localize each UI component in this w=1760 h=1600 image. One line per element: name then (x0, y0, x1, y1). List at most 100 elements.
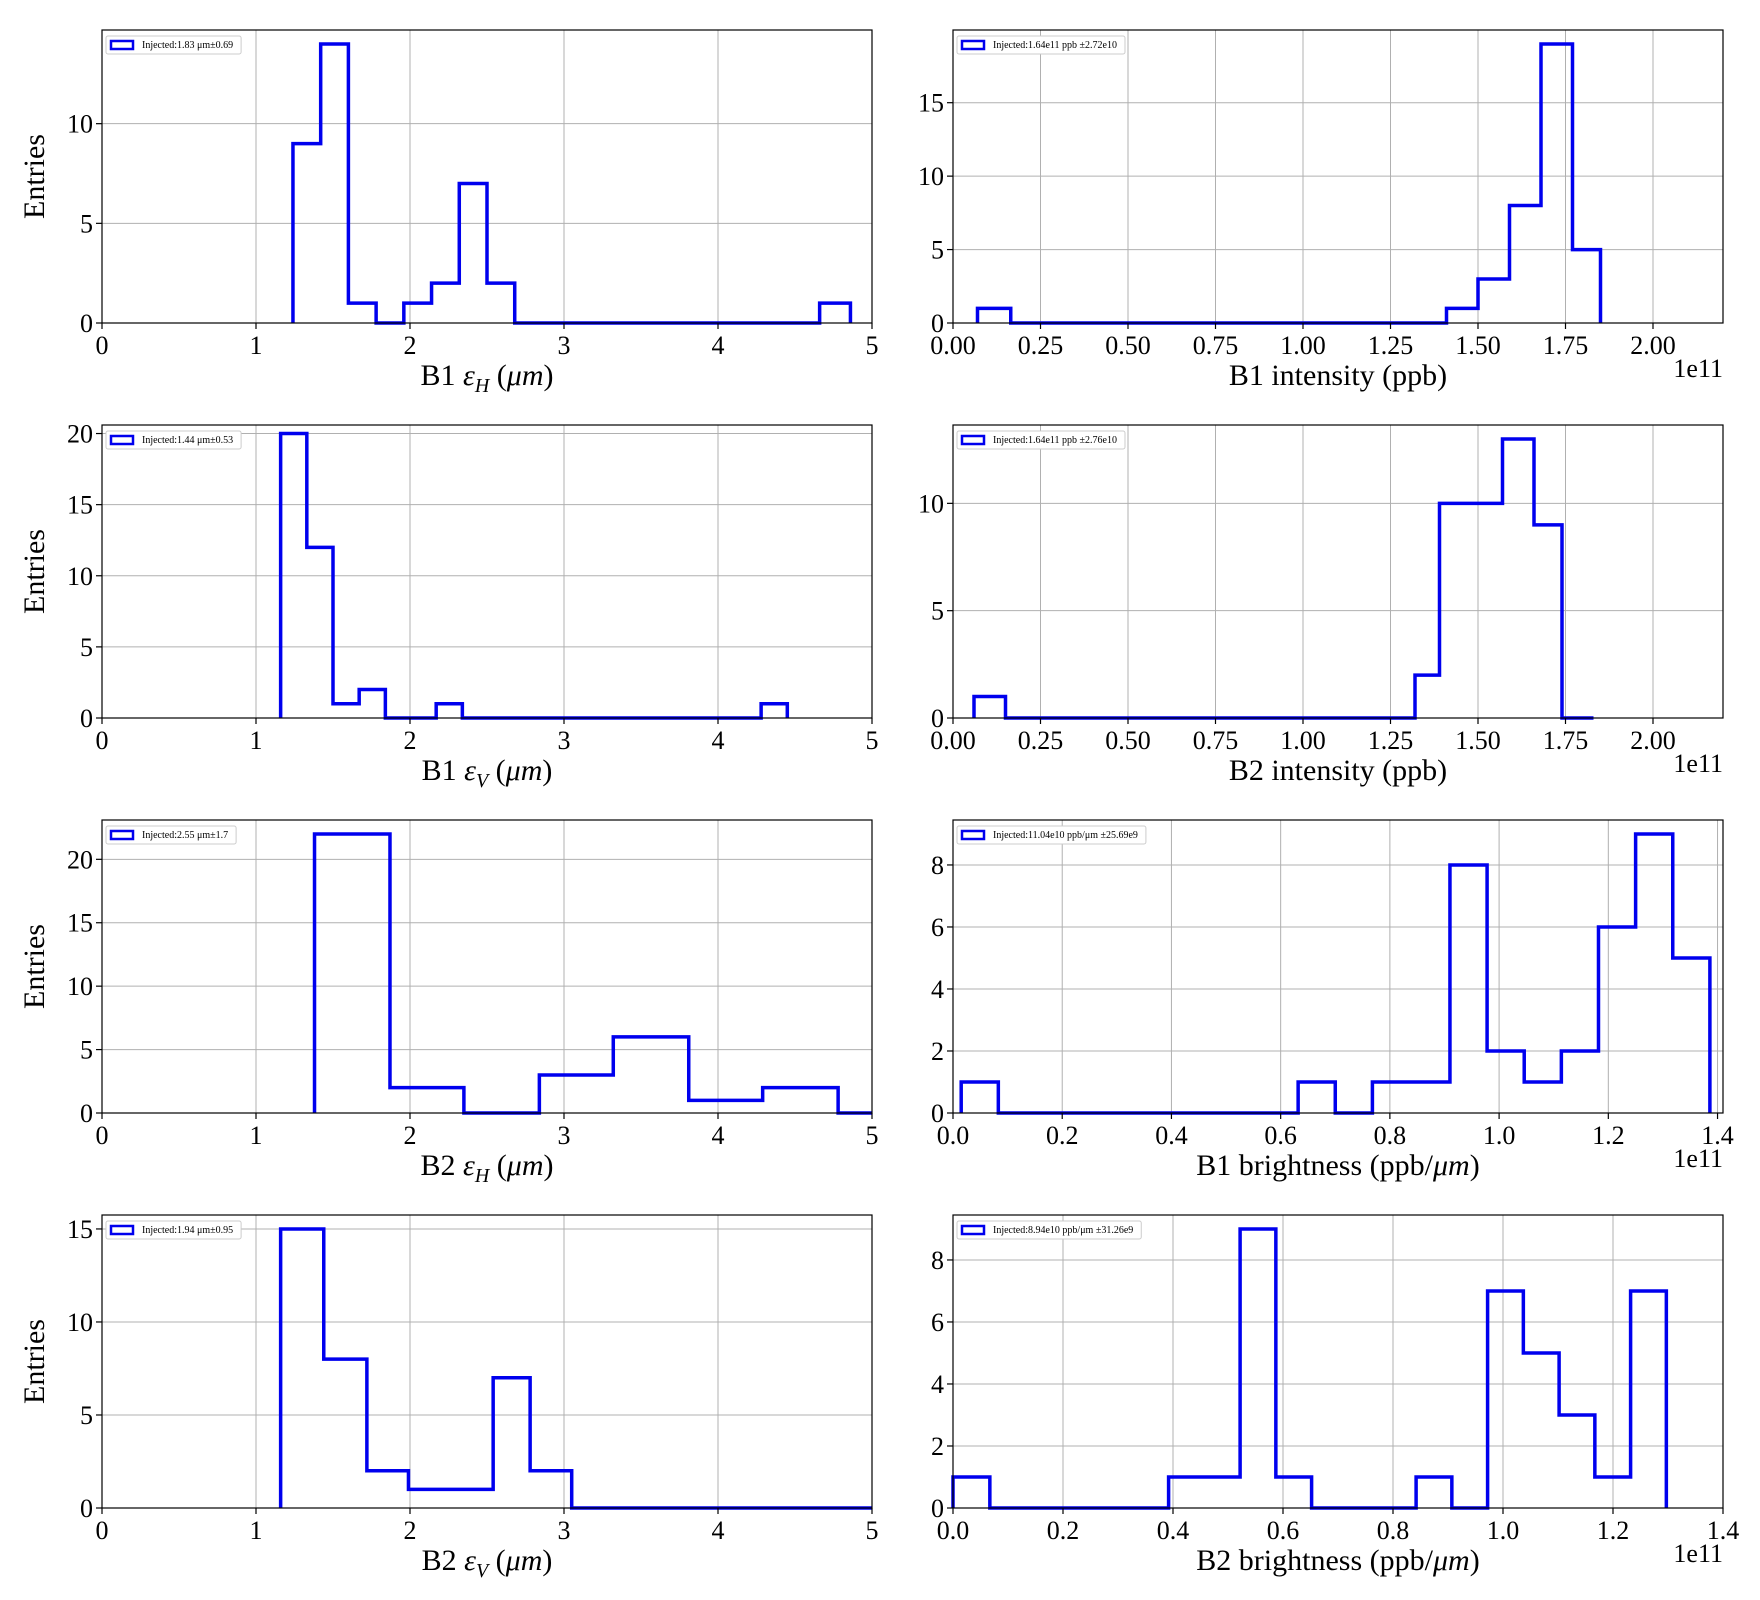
chart-8-plot-frame (952, 1214, 1724, 1509)
chart-4-legend-label: Injected:1.64e11 ppb ±2.76e10 (993, 435, 1117, 446)
chart-8-xlabel: B2 brightness (ppb/μm) (1196, 1544, 1479, 1577)
chart-1-xlabel-text: B1 (420, 359, 463, 392)
chart-3-xtick-label-1: 1 (250, 726, 263, 755)
chart-7-legend: Injected:1.94 μm±0.95 (105, 1220, 242, 1240)
chart-7-legend-box (105, 1220, 242, 1240)
chart-8-ytick-label-4: 8 (931, 1246, 944, 1275)
chart-3-legend-box (105, 430, 242, 450)
chart-6-legend-label: Injected:11.04e10 ppb/μm ±25.69e9 (993, 830, 1138, 841)
chart-4-xtick-label-2: 0.50 (1105, 726, 1151, 755)
chart-1-xtick-label-2: 2 (404, 331, 417, 360)
chart-7-xlabel-unit-symbol: μm (505, 1544, 543, 1577)
chart-5-xtick-label-3: 3 (558, 1121, 571, 1150)
chart-6-ytick-label-2: 4 (931, 975, 944, 1004)
chart-5-xtick-label-4: 4 (712, 1121, 725, 1150)
chart-8-ytick-label-1: 2 (931, 1432, 944, 1461)
chart-6-legend-box (956, 825, 1147, 845)
chart-2-xlabel-text: B1 intensity (ppb) (1229, 359, 1447, 392)
chart-2-xtick-label-2: 0.50 (1105, 331, 1151, 360)
chart-3-ytick-label-3: 15 (67, 491, 93, 520)
chart-3-ytick-label-1: 5 (80, 633, 93, 662)
chart-2-ytick-label-0: 0 (931, 309, 944, 338)
chart-1-xlabel-subscript: H (474, 375, 491, 397)
chart-2: 0.00 0.25 0.50 0.75 1.00 1.25 1.50 1.75 2.00 0 5 10… (918, 29, 1724, 392)
chart-5-xtick-label-5: 5 (866, 1121, 879, 1150)
chart-3-legend-label: Injected:1.44 μm±0.53 (142, 435, 233, 446)
chart-3-xtick-label-0: 0 (96, 726, 109, 755)
chart-3-xlabel-text: B1 (422, 754, 465, 787)
chart-6-legend-swatch (960, 829, 986, 841)
chart-3-ytick-label-4: 20 (67, 420, 93, 449)
chart-1-xtick-label-3: 3 (558, 331, 571, 360)
chart-1-legend-swatch (109, 39, 135, 51)
chart-3-ylabel: Entries (18, 529, 51, 614)
chart-5-xtick-label-2: 2 (404, 1121, 417, 1150)
chart-8-legend: Injected:8.94e10 ppb/μm ±31.26e9 (956, 1220, 1142, 1240)
chart-4-xtick-label-5: 1.25 (1368, 726, 1414, 755)
chart-2-xtick-label-4: 1.00 (1280, 331, 1326, 360)
chart-1-ylabel: Entries (18, 134, 51, 219)
chart-4-xtick-label-1: 0.25 (1018, 726, 1064, 755)
chart-3-xtick-label-2: 2 (404, 726, 417, 755)
chart-2-legend-box (956, 35, 1126, 55)
chart-7-xlabel-unit: (μm) (488, 1544, 552, 1577)
chart-2-xtick-label-8: 2.00 (1630, 331, 1676, 360)
chart-3-legend: Injected:1.44 μm±0.53 (105, 430, 242, 450)
chart-3-xlabel-symbol: ε (464, 754, 476, 787)
chart-4-offset-text: 1e11 (1673, 749, 1723, 778)
chart-4-xlabel: B2 intensity (ppb) (1229, 754, 1447, 787)
chart-2-legend: Injected:1.64e11 ppb ±2.72e10 (956, 35, 1126, 55)
chart-4: 0.00 0.25 0.50 0.75 1.00 1.25 1.50 1.75 2.00 0 5 10… (918, 424, 1724, 787)
chart-5-xlabel-unit: (μm) (489, 1149, 553, 1182)
chart-4-legend-swatch (960, 434, 986, 446)
chart-4-xtick-label-4: 1.00 (1280, 726, 1326, 755)
chart-3-ytick-label-0: 0 (80, 704, 93, 733)
chart-7-xtick-label-0: 0 (96, 1516, 109, 1545)
chart-1-xtick-label-1: 1 (250, 331, 263, 360)
chart-5-histogram-series (312, 832, 872, 1115)
chart-8-xtick-label-5: 1.0 (1487, 1516, 1520, 1545)
chart-5-ytick-label-4: 20 (67, 845, 93, 874)
chart-6-xtick-label-7: 1.4 (1701, 1121, 1734, 1150)
chart-7-ytick-label-1: 5 (80, 1401, 93, 1430)
chart-6-ytick-label-1: 2 (931, 1037, 944, 1066)
chart-2-legend-label: Injected:1.64e11 ppb ±2.72e10 (993, 40, 1117, 51)
chart-1-xtick-label-4: 4 (712, 331, 725, 360)
chart-3-xtick-label-3: 3 (558, 726, 571, 755)
chart-4-xtick-label-0: 0.00 (930, 726, 976, 755)
chart-7-legend-label: Injected:1.94 μm±0.95 (142, 1225, 233, 1236)
chart-4-xlabel-text: B2 intensity (ppb) (1229, 754, 1447, 787)
chart-8-xtick-label-3: 0.6 (1267, 1516, 1300, 1545)
chart-4-xtick-label-7: 1.75 (1543, 726, 1589, 755)
chart-3-xlabel-unit: (μm) (488, 754, 552, 787)
chart-5-xtick-label-0: 0 (96, 1121, 109, 1150)
chart-6-xtick-label-2: 0.4 (1155, 1121, 1188, 1150)
chart-8-legend-swatch (960, 1224, 986, 1236)
chart-5-plot-frame (101, 819, 873, 1114)
chart-5-ytick-label-2: 10 (67, 972, 93, 1001)
chart-1-xtick-label-0: 0 (96, 331, 109, 360)
chart-2-ytick-label-1: 5 (931, 236, 944, 265)
chart-6-xtick-label-1: 0.2 (1046, 1121, 1079, 1150)
chart-2-xtick-label-1: 0.25 (1018, 331, 1064, 360)
chart-4-xtick-label-3: 0.75 (1193, 726, 1239, 755)
chart-2-xtick-label-5: 1.25 (1368, 331, 1414, 360)
chart-8-ytick-label-0: 0 (931, 1494, 944, 1523)
chart-6-xtick-label-4: 0.8 (1374, 1121, 1407, 1150)
chart-3: 0 1 2 3 4 5 0 5 10 15 20 B1 εV (μm) Entries Injected:… (18, 420, 879, 792)
chart-7-xtick-label-2: 2 (404, 1516, 417, 1545)
chart-4-ytick-label-1: 5 (931, 597, 944, 626)
chart-6-ytick-label-4: 8 (931, 851, 944, 880)
chart-5-legend: Injected:2.55 μm±1.7 (105, 825, 237, 845)
chart-6-offset-text: 1e11 (1673, 1144, 1723, 1173)
chart-3-legend-swatch (109, 434, 135, 446)
chart-6-ytick-label-0: 0 (931, 1099, 944, 1128)
chart-2-xlabel: B1 intensity (ppb) (1229, 359, 1447, 392)
chart-5-xtick-label-1: 1 (250, 1121, 263, 1150)
chart-7-ytick-label-2: 10 (67, 1308, 93, 1337)
chart-2-xtick-label-3: 0.75 (1193, 331, 1239, 360)
chart-2-xtick-label-7: 1.75 (1543, 331, 1589, 360)
chart-7-ylabel: Entries (18, 1319, 51, 1404)
chart-7-xlabel-symbol: ε (464, 1544, 476, 1577)
